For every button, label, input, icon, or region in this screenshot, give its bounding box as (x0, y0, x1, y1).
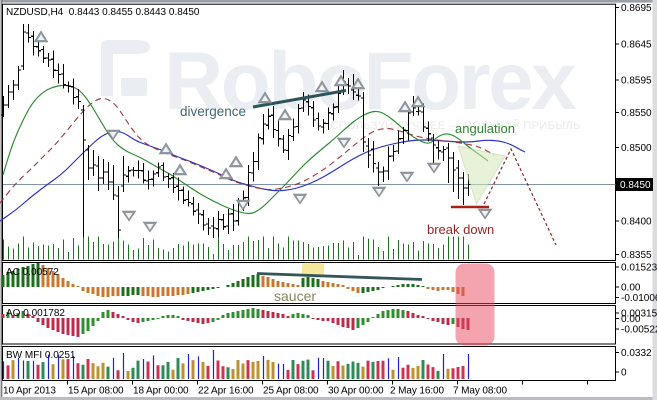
svg-text:0.8500: 0.8500 (621, 143, 652, 154)
svg-text:18 Apr 00:00: 18 Apr 00:00 (133, 386, 189, 397)
svg-text:break down: break down (427, 222, 494, 237)
svg-text:AC 0.00572: AC 0.00572 (6, 267, 59, 278)
svg-text:0.8450: 0.8450 (620, 180, 651, 191)
svg-text:0.003155: 0.003155 (621, 309, 657, 320)
svg-text:0.01523: 0.01523 (621, 263, 657, 274)
svg-text:10 Apr 2013: 10 Apr 2013 (3, 386, 56, 397)
svg-text:0.8595: 0.8595 (621, 76, 652, 87)
svg-text:0.00: 0.00 (621, 314, 641, 325)
svg-text:0.0332: 0.0332 (621, 348, 652, 359)
svg-text:angulation: angulation (455, 121, 515, 136)
svg-text:-0.01006: -0.01006 (621, 293, 657, 304)
svg-text:AO 0.001782: AO 0.001782 (6, 308, 65, 319)
svg-text:0: 0 (621, 368, 627, 379)
svg-text:ИСПОЛЬЗУЙ ЛУЧШЕЕ — ПОЛУЧАЙ ПРИ: ИСПОЛЬЗУЙ ЛУЧШЕЕ — ПОЛУЧАЙ ПРИБЫЛЬ (322, 119, 581, 132)
svg-text:15 Apr 08:00: 15 Apr 08:00 (68, 386, 124, 397)
svg-text:0.8550: 0.8550 (621, 108, 652, 119)
svg-text:25 Apr 08:00: 25 Apr 08:00 (263, 386, 319, 397)
svg-text:-0.00522: -0.00522 (621, 325, 657, 336)
svg-text:0.8400: 0.8400 (621, 217, 652, 228)
svg-text:BW MFI 0.0251: BW MFI 0.0251 (6, 350, 76, 361)
svg-text:0.8355: 0.8355 (621, 250, 652, 261)
svg-text:2 May 16:00: 2 May 16:00 (390, 386, 444, 397)
svg-text:30 Apr 00:00: 30 Apr 00:00 (328, 386, 384, 397)
svg-text:7 May 08:00: 7 May 08:00 (453, 386, 507, 397)
svg-text:0.8695: 0.8695 (621, 3, 652, 14)
svg-text:divergence: divergence (180, 104, 246, 119)
svg-text:0.00: 0.00 (621, 283, 641, 294)
svg-text:22 Apr 16:00: 22 Apr 16:00 (198, 386, 254, 397)
svg-text:NZDUSD,H4 0.8443 0.8455 0.844: NZDUSD,H4 0.8443 0.8455 0.8443 0.8450 (6, 7, 200, 18)
svg-text:0.8645: 0.8645 (621, 40, 652, 51)
svg-text:saucer: saucer (274, 288, 316, 304)
